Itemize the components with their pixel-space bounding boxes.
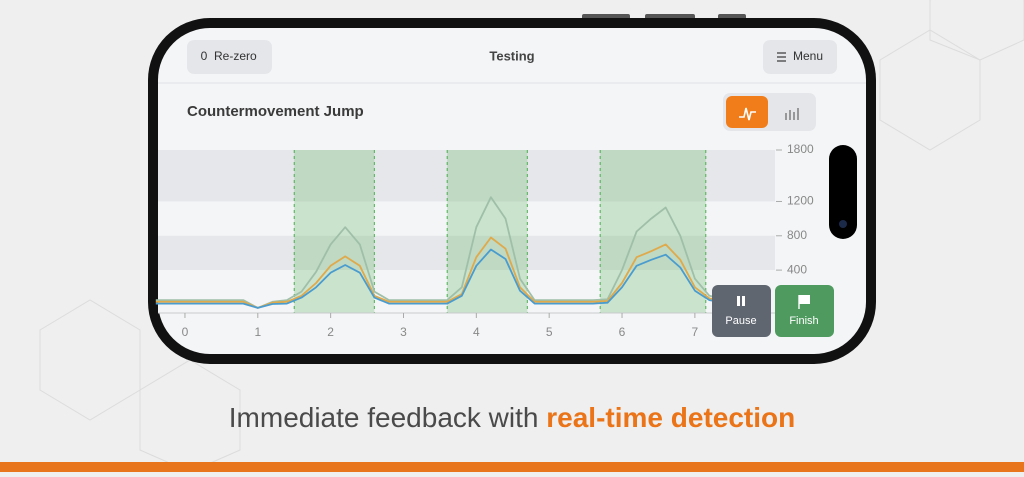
detection-region	[294, 150, 375, 313]
x-tick-label: 3	[400, 325, 407, 339]
panel-title: Countermovement Jump	[187, 103, 364, 120]
x-tick-label: 2	[327, 325, 334, 339]
header-title: Testing	[489, 48, 534, 63]
caption-text: Immediate feedback with	[229, 402, 539, 433]
pause-icon	[737, 296, 745, 306]
accent-bar	[0, 462, 1024, 472]
menu-icon	[777, 52, 786, 62]
finish-button[interactable]	[775, 285, 834, 337]
x-tick-label: 7	[692, 325, 699, 339]
x-tick-label: 1	[254, 325, 261, 339]
x-tick-label: 5	[546, 325, 553, 339]
caption-highlight: real-time detection	[546, 402, 795, 433]
finish-label: Finish	[789, 315, 818, 327]
pause-button[interactable]	[712, 285, 771, 337]
x-tick-label: 4	[473, 325, 480, 339]
menu-button[interactable]	[763, 40, 837, 74]
detection-region	[600, 150, 706, 313]
detection-region	[447, 150, 528, 313]
y-tick-label: 400	[787, 262, 807, 276]
y-tick-label: 1800	[787, 142, 814, 156]
dynamic-island	[829, 145, 857, 239]
grid-band	[158, 150, 775, 202]
series-line	[155, 248, 725, 309]
finish-icon	[798, 295, 810, 309]
rezero-icon: 0	[201, 49, 208, 63]
y-tick-label: 800	[787, 228, 807, 242]
x-tick-label: 6	[619, 325, 626, 339]
pause-label: Pause	[725, 315, 756, 327]
plot: 400 800 1200 1800 0 1 2 3 4 5 6 7	[155, 142, 814, 339]
y-tick-label: 1200	[787, 194, 814, 208]
rezero-label: Re-zero	[214, 49, 257, 63]
rezero-button[interactable]	[187, 40, 272, 74]
menu-label: Menu	[793, 49, 823, 63]
x-tick-label: 0	[182, 325, 189, 339]
summary-view-icon	[785, 108, 799, 120]
camera	[839, 220, 847, 228]
live-view-icon	[739, 107, 756, 121]
caption: Immediate feedback with real-time detect…	[229, 402, 795, 433]
